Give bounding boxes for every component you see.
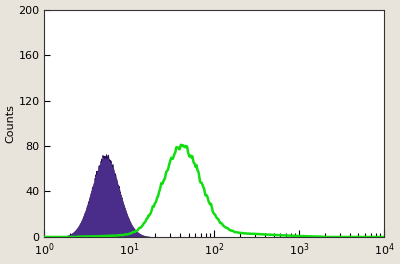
Y-axis label: Counts: Counts [6,104,16,143]
